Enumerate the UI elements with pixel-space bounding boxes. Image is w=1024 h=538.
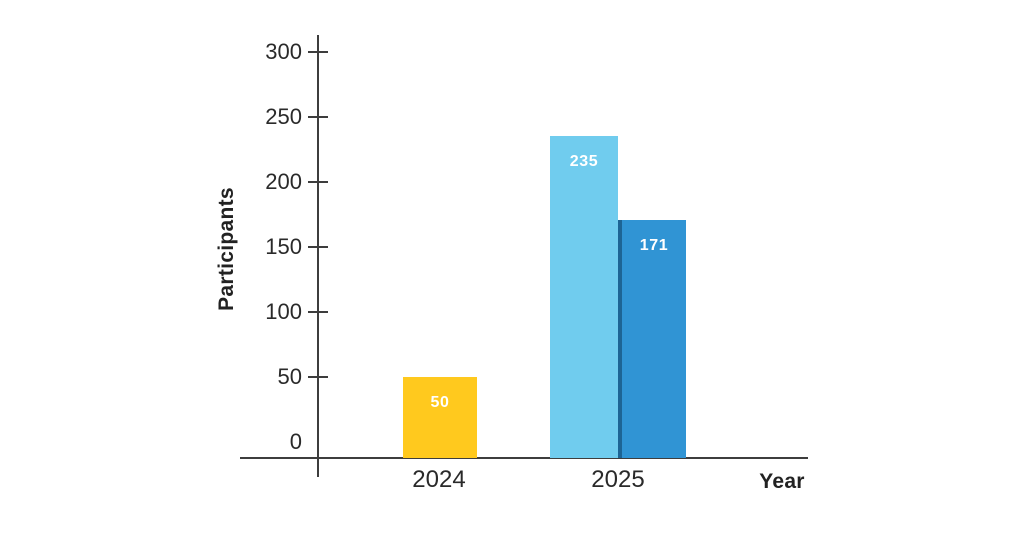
bar-2024-50: 50 bbox=[403, 377, 477, 458]
y-tick-mark bbox=[308, 376, 328, 378]
y-tick-label: 250 bbox=[265, 104, 302, 129]
y-tick-mark bbox=[308, 51, 328, 53]
x-axis-title: Year bbox=[759, 470, 805, 493]
x-axis-line bbox=[240, 457, 808, 459]
y-tick-label: 300 bbox=[265, 39, 302, 64]
bar-2025-171: 171 bbox=[618, 220, 686, 458]
y-tick-label: 150 bbox=[265, 234, 302, 259]
bar-2025-235: 235 bbox=[550, 136, 618, 458]
y-tick-mark bbox=[308, 181, 328, 183]
y-tick-mark bbox=[308, 116, 328, 118]
bar-value-label: 171 bbox=[639, 237, 669, 254]
y-tick-label: 200 bbox=[265, 169, 302, 194]
x-tick-label-2024: 2024 bbox=[412, 466, 466, 493]
x-tick-label-2025: 2025 bbox=[591, 466, 645, 493]
bar-value-label: 50 bbox=[430, 394, 450, 411]
y-tick-label: 50 bbox=[277, 364, 302, 389]
y-tick-mark bbox=[308, 311, 328, 313]
bar-value-label: 235 bbox=[569, 153, 599, 170]
y-axis-line bbox=[317, 35, 319, 477]
y-tick-label: 100 bbox=[265, 299, 302, 324]
y-tick-mark bbox=[308, 246, 328, 248]
y-tick-label: 0 bbox=[289, 429, 302, 454]
